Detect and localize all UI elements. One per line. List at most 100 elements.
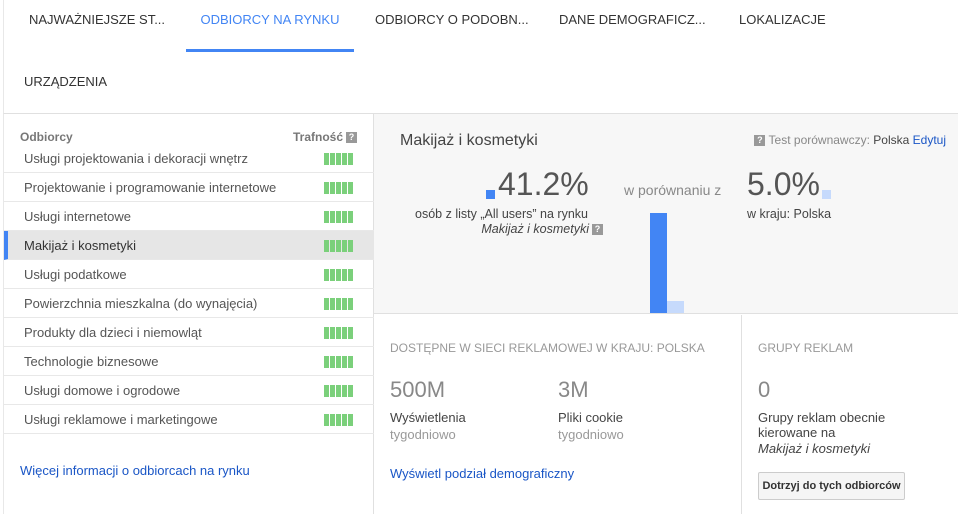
relevance-segment: [324, 269, 329, 281]
demographics-link[interactable]: Wyświetl podział demograficzny: [390, 466, 575, 481]
relevance-segment: [330, 414, 335, 426]
relevance-segment: [348, 356, 353, 368]
audience-row[interactable]: Produkty dla dzieci i niemowląt: [4, 318, 374, 347]
relevance-bars: [324, 414, 353, 426]
relevance-segment: [324, 298, 329, 310]
relevance-segment: [348, 327, 353, 339]
compare-text: w porównaniu z: [624, 182, 722, 198]
audience-row[interactable]: Technologie biznesowe: [4, 347, 374, 376]
relevance-segment: [324, 327, 329, 339]
impressions-period: tygodniowo: [390, 427, 456, 442]
audience-comparison: Makijaż i kosmetyki ? Test porównawczy: …: [374, 114, 958, 314]
relevance-bars: [324, 182, 353, 194]
relevance-segment: [336, 298, 341, 310]
tab-top-stats[interactable]: NAJWAŻNIEJSZE ST...: [29, 12, 166, 27]
audience-row[interactable]: Powierzchnia mieszkalna (do wynajęcia): [4, 289, 374, 318]
relevance-segment: [342, 269, 347, 281]
relevance-bars: [324, 269, 353, 281]
impressions-label: Wyświetlenia: [390, 410, 466, 425]
audience-label: Usługi domowe i ogrodowe: [24, 383, 181, 398]
relevance-segment: [336, 269, 341, 281]
country-description: w kraju: Polska: [747, 207, 832, 221]
relevance-segment: [324, 356, 329, 368]
audience-bar: [650, 213, 667, 313]
audience-row[interactable]: Usługi internetowe: [4, 202, 374, 231]
audience-row[interactable]: Usługi podatkowe: [4, 260, 374, 289]
benchmark-label: Test porównawczy:: [768, 133, 870, 147]
relevance-bars: [324, 327, 353, 339]
relevance-bars: [324, 211, 353, 223]
audience-name-text: Makijaż i kosmetyki: [481, 222, 589, 236]
audience-row[interactable]: Usługi domowe i ogrodowe: [4, 376, 374, 405]
ad-groups-count: 0: [758, 377, 771, 402]
relevance-segment: [336, 153, 341, 165]
relevance-column-header: Trafność?: [293, 130, 357, 144]
relevance-segment: [348, 153, 353, 165]
relevance-segment: [348, 298, 353, 310]
relevance-segment: [336, 385, 341, 397]
tab-in-market-audiences[interactable]: ODBIORCY NA RYNKU: [186, 0, 354, 52]
relevance-segment: [342, 414, 347, 426]
audience-list: Usługi projektowania i dekoracji wnętrz P…: [4, 144, 374, 434]
audience-description: osób z listy „All users” na rynku: [415, 207, 588, 221]
relevance-segment: [348, 269, 353, 281]
relevance-segment: [336, 211, 341, 223]
relevance-segment: [330, 356, 335, 368]
reach-audience-button[interactable]: Dotrzyj do tych odbiorców: [758, 472, 905, 500]
relevance-segment: [342, 211, 347, 223]
audience-label: Usługi projektowania i dekoracji wnętrz: [24, 151, 248, 166]
relevance-segment: [348, 240, 353, 252]
country-bar: [667, 300, 684, 313]
help-icon[interactable]: ?: [346, 132, 357, 144]
audience-legend-swatch: [486, 190, 495, 199]
relevance-segment: [336, 182, 341, 194]
audience-label: Usługi reklamowe i marketingowe: [24, 412, 218, 427]
tab-locations[interactable]: LOKALIZACJE: [739, 12, 826, 27]
audience-label: Usługi internetowe: [24, 209, 131, 224]
help-icon[interactable]: ?: [754, 135, 766, 147]
ad-groups-caption: Grupy reklam: [758, 341, 854, 355]
relevance-segment: [324, 153, 329, 165]
relevance-segment: [324, 240, 329, 252]
relevance-segment: [348, 414, 353, 426]
audience-list-panel: Odbiorcy Trafność? Usługi projektowania …: [3, 114, 374, 514]
edit-link[interactable]: Edytuj: [912, 133, 946, 147]
cookies-value: 3M: [558, 377, 589, 402]
relevance-segment: [342, 298, 347, 310]
audience-row[interactable]: Makijaż i kosmetyki: [4, 231, 374, 260]
more-info-link[interactable]: Więcej informacji o odbiorcach na rynku: [20, 463, 250, 478]
audience-label: Powierzchnia mieszkalna (do wynajęcia): [24, 296, 258, 311]
relevance-segment: [330, 269, 335, 281]
relevance-segment: [330, 385, 335, 397]
ad-groups-description: Grupy reklam obecnie kierowane na: [758, 410, 886, 440]
help-icon[interactable]: ?: [592, 224, 603, 236]
ad-groups-panel: Grupy reklam 0 Grupy reklam obecnie kier…: [742, 315, 958, 514]
tab-bar: NAJWAŻNIEJSZE ST... ODBIORCY NA RYNKU OD…: [3, 0, 958, 114]
relevance-segment: [330, 327, 335, 339]
relevance-segment: [330, 153, 335, 165]
relevance-bars: [324, 240, 353, 252]
audience-label: Projektowanie i programowanie internetow…: [24, 180, 277, 195]
audience-row[interactable]: Projektowanie i programowanie internetow…: [4, 173, 374, 202]
ad-groups-audience: Makijaż i kosmetyki: [758, 441, 870, 456]
relevance-segment: [324, 182, 329, 194]
relevance-label: Trafność: [292, 130, 343, 144]
relevance-segment: [348, 385, 353, 397]
audience-row[interactable]: Usługi reklamowe i marketingowe: [4, 405, 374, 434]
relevance-segment: [336, 240, 341, 252]
relevance-segment: [324, 414, 329, 426]
relevance-segment: [324, 211, 329, 223]
tab-similar-audiences[interactable]: ODBIORCY O PODOBN...: [375, 12, 529, 27]
relevance-bars: [324, 298, 353, 310]
country-percentage: 5.0%: [747, 166, 820, 202]
audience-column-header: Odbiorcy: [20, 130, 73, 144]
audience-label: Usługi podatkowe: [24, 267, 127, 282]
tab-devices[interactable]: URZĄDZENIA: [24, 74, 108, 89]
relevance-segment: [342, 240, 347, 252]
audience-row[interactable]: Usługi projektowania i dekoracji wnętrz: [4, 144, 374, 173]
tab-demographics[interactable]: DANE DEMOGRAFICZ...: [559, 12, 706, 27]
relevance-bars: [324, 356, 353, 368]
audience-percentage: 41.2%: [498, 166, 589, 202]
relevance-segment: [336, 356, 341, 368]
relevance-segment: [324, 385, 329, 397]
